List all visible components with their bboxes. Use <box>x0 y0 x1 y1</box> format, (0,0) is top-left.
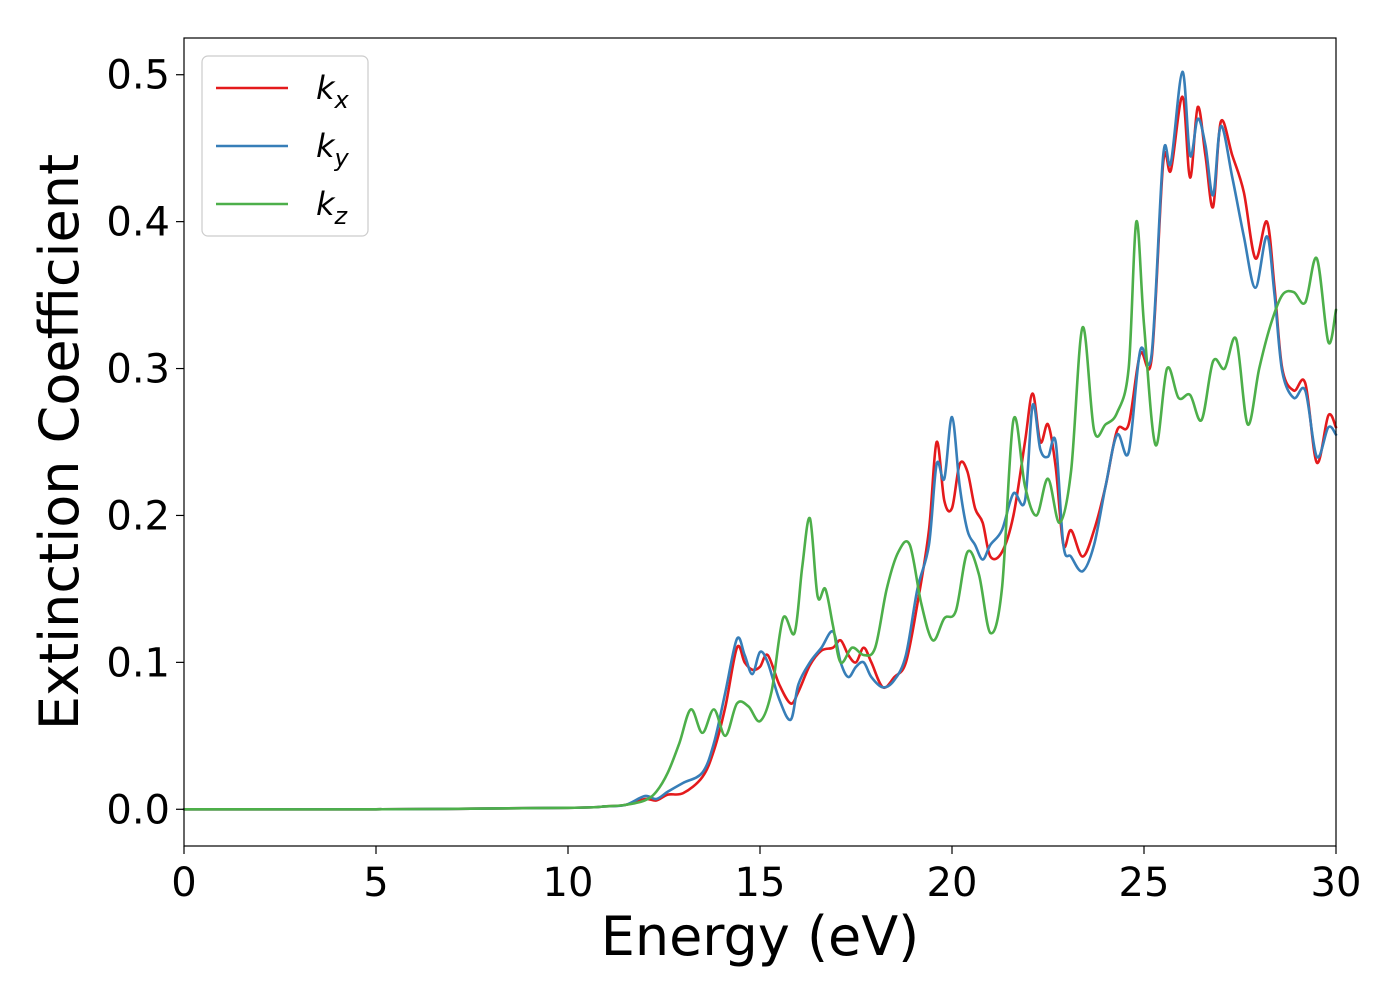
y-tick-label: 0.0 <box>106 787 170 833</box>
legend-label-x: kx <box>316 69 350 114</box>
x-tick-label: 30 <box>1311 860 1362 906</box>
x-tick-label: 15 <box>735 860 786 906</box>
y-tick-label: 0.3 <box>106 347 170 393</box>
y-tick-label: 0.4 <box>106 200 170 246</box>
legend-label-y: ky <box>316 127 350 172</box>
y-axis: 0.0 0.1 0.2 0.3 0.4 0.5 <box>106 53 184 833</box>
x-tick-label: 5 <box>363 860 388 906</box>
plot-lines <box>182 70 1338 811</box>
legend-label-z: kz <box>316 185 349 230</box>
x-axis: 0 5 10 15 20 25 30 <box>171 846 1361 906</box>
y-tick-label: 0.2 <box>106 493 170 539</box>
y-tick-label: 0.1 <box>106 640 170 686</box>
x-tick-label: 20 <box>927 860 978 906</box>
y-axis-title: Extinction Coefficient <box>28 154 91 730</box>
y-tick-label: 0.5 <box>106 53 170 99</box>
series-line-z <box>182 220 1338 811</box>
series-line-y <box>182 70 1338 811</box>
x-tick-label: 10 <box>543 860 594 906</box>
x-tick-label: 25 <box>1119 860 1170 906</box>
legend: kx ky kz <box>201 55 369 237</box>
x-tick-label: 0 <box>171 860 196 906</box>
series-line-x <box>182 95 1338 811</box>
x-axis-title: Energy (eV) <box>601 905 920 968</box>
